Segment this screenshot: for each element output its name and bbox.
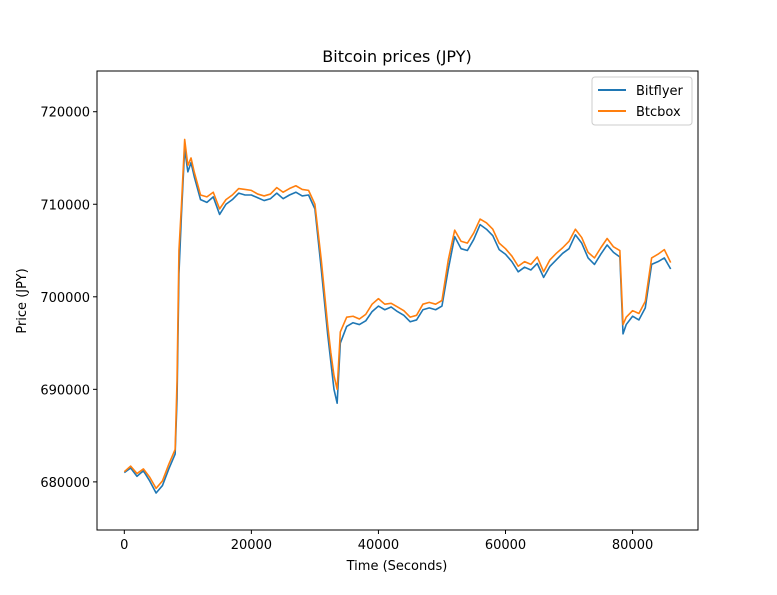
- chart-title: Bitcoin prices (JPY): [322, 47, 471, 66]
- x-tick-label: 60000: [485, 538, 526, 553]
- x-axis-ticks: 0 20000 40000 60000 80000: [120, 530, 653, 553]
- series-line-btcbox: [123, 138, 672, 490]
- legend-label-bitflyer: Bitflyer: [636, 84, 684, 99]
- x-axis-label: Time (Seconds): [346, 559, 448, 574]
- legend: Bitflyer Btcbox: [591, 76, 693, 126]
- y-tick-label: 710000: [40, 198, 90, 213]
- plot-frame: [96, 70, 699, 531]
- series-line-bitflyer: [123, 147, 672, 494]
- y-tick-label: 720000: [40, 106, 90, 121]
- x-tick-label: 0: [120, 538, 128, 553]
- x-tick-label: 40000: [358, 538, 399, 553]
- y-tick-label: 690000: [40, 383, 90, 398]
- y-tick-label: 700000: [40, 291, 90, 306]
- series-layer: [123, 138, 672, 494]
- x-tick-label: 20000: [231, 538, 272, 553]
- x-tick-label: 80000: [612, 538, 653, 553]
- y-axis-ticks: 680000 690000 700000 710000 720000: [40, 106, 97, 491]
- y-axis-label: Price (JPY): [15, 268, 30, 333]
- y-tick-label: 680000: [40, 476, 90, 491]
- legend-label-btcbox: Btcbox: [636, 105, 681, 120]
